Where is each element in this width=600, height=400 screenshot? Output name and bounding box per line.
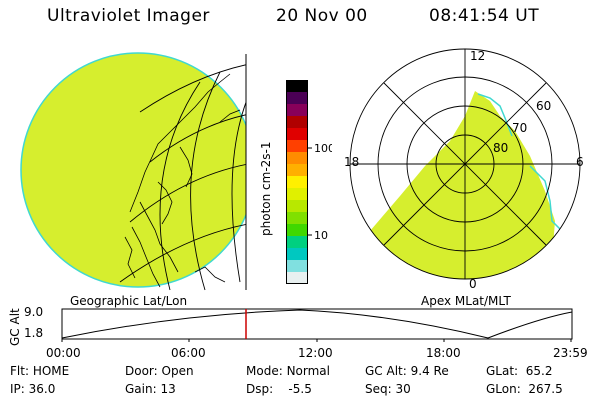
color-scale-bar xyxy=(286,80,308,284)
colorbar-segment xyxy=(286,164,308,177)
lat-label-70: 70 xyxy=(512,121,527,135)
lat-label-60: 60 xyxy=(536,99,551,113)
colorbar-unit-label: photon cm-2s-1 xyxy=(259,141,273,237)
status-glon: GLon: 267.5 xyxy=(486,382,563,396)
mlt-label-12: 12 xyxy=(470,49,485,63)
mlt-label-0: 0 xyxy=(469,277,477,291)
geographic-image xyxy=(20,52,247,291)
timeline-right-label: Apex MLat/MLT xyxy=(421,294,511,308)
colorbar-tick-10: 10 xyxy=(314,229,328,242)
mlt-label-6: 6 xyxy=(576,155,584,169)
colorbar-segment xyxy=(286,92,308,105)
date-label: 20 Nov 00 xyxy=(276,6,368,26)
x-tick-1800: 18:00 xyxy=(426,346,461,360)
lat-label-80: 80 xyxy=(493,141,508,155)
instrument-title: Ultraviolet Imager xyxy=(47,6,210,26)
time-label: 08:41:54 UT xyxy=(429,6,540,26)
timeline-axis-title: GC Alt xyxy=(8,308,22,346)
colorbar-segment xyxy=(286,80,308,93)
x-tick-0600: 06:00 xyxy=(171,346,206,360)
status-mode: Mode: Normal xyxy=(246,364,330,378)
colorbar-segment xyxy=(286,152,308,165)
status-gc-alt: GC Alt: 9.4 Re xyxy=(365,364,449,378)
timeline-left-label: Geographic Lat/Lon xyxy=(70,294,188,308)
status-ip: IP: 36.0 xyxy=(10,382,56,396)
status-gain: Gain: 13 xyxy=(125,382,176,396)
colorbar-segment xyxy=(286,116,308,129)
y-tick-1-8: 1.8 xyxy=(24,326,44,340)
status-glat: GLat: 65.2 xyxy=(486,364,553,378)
colorbar-tick-100: 100 xyxy=(314,142,332,155)
colorbar-segment xyxy=(286,236,308,249)
mlt-label-18: 18 xyxy=(344,155,359,169)
altitude-timeline xyxy=(61,308,573,342)
colorbar-segment xyxy=(286,224,308,237)
colorbar-segment xyxy=(286,140,308,153)
colorbar-segment xyxy=(286,188,308,201)
polar-mlt-plot: 12 18 6 0 60 70 80 xyxy=(344,48,584,291)
y-tick-9: 9.0 xyxy=(24,305,44,319)
colorbar-segment xyxy=(286,248,308,261)
status-door: Door: Open xyxy=(125,364,194,378)
status-seq: Seq: 30 xyxy=(365,382,411,396)
colorbar-segment xyxy=(286,260,308,273)
colorbar-segment xyxy=(286,176,308,189)
colorbar-segment xyxy=(286,104,308,117)
x-tick-2359: 23:59 xyxy=(553,346,588,360)
status-flt: Flt: HOME xyxy=(10,364,70,378)
x-tick-1200: 12:00 xyxy=(298,346,333,360)
colorbar-segment xyxy=(286,200,308,213)
colorbar-segment xyxy=(286,128,308,141)
status-dsp: Dsp: -5.5 xyxy=(246,382,312,396)
colorbar-segment xyxy=(286,272,308,284)
x-tick-0000: 00:00 xyxy=(46,346,81,360)
color-scale-ticks: 100 10 xyxy=(308,142,332,242)
colorbar-segment xyxy=(286,212,308,225)
